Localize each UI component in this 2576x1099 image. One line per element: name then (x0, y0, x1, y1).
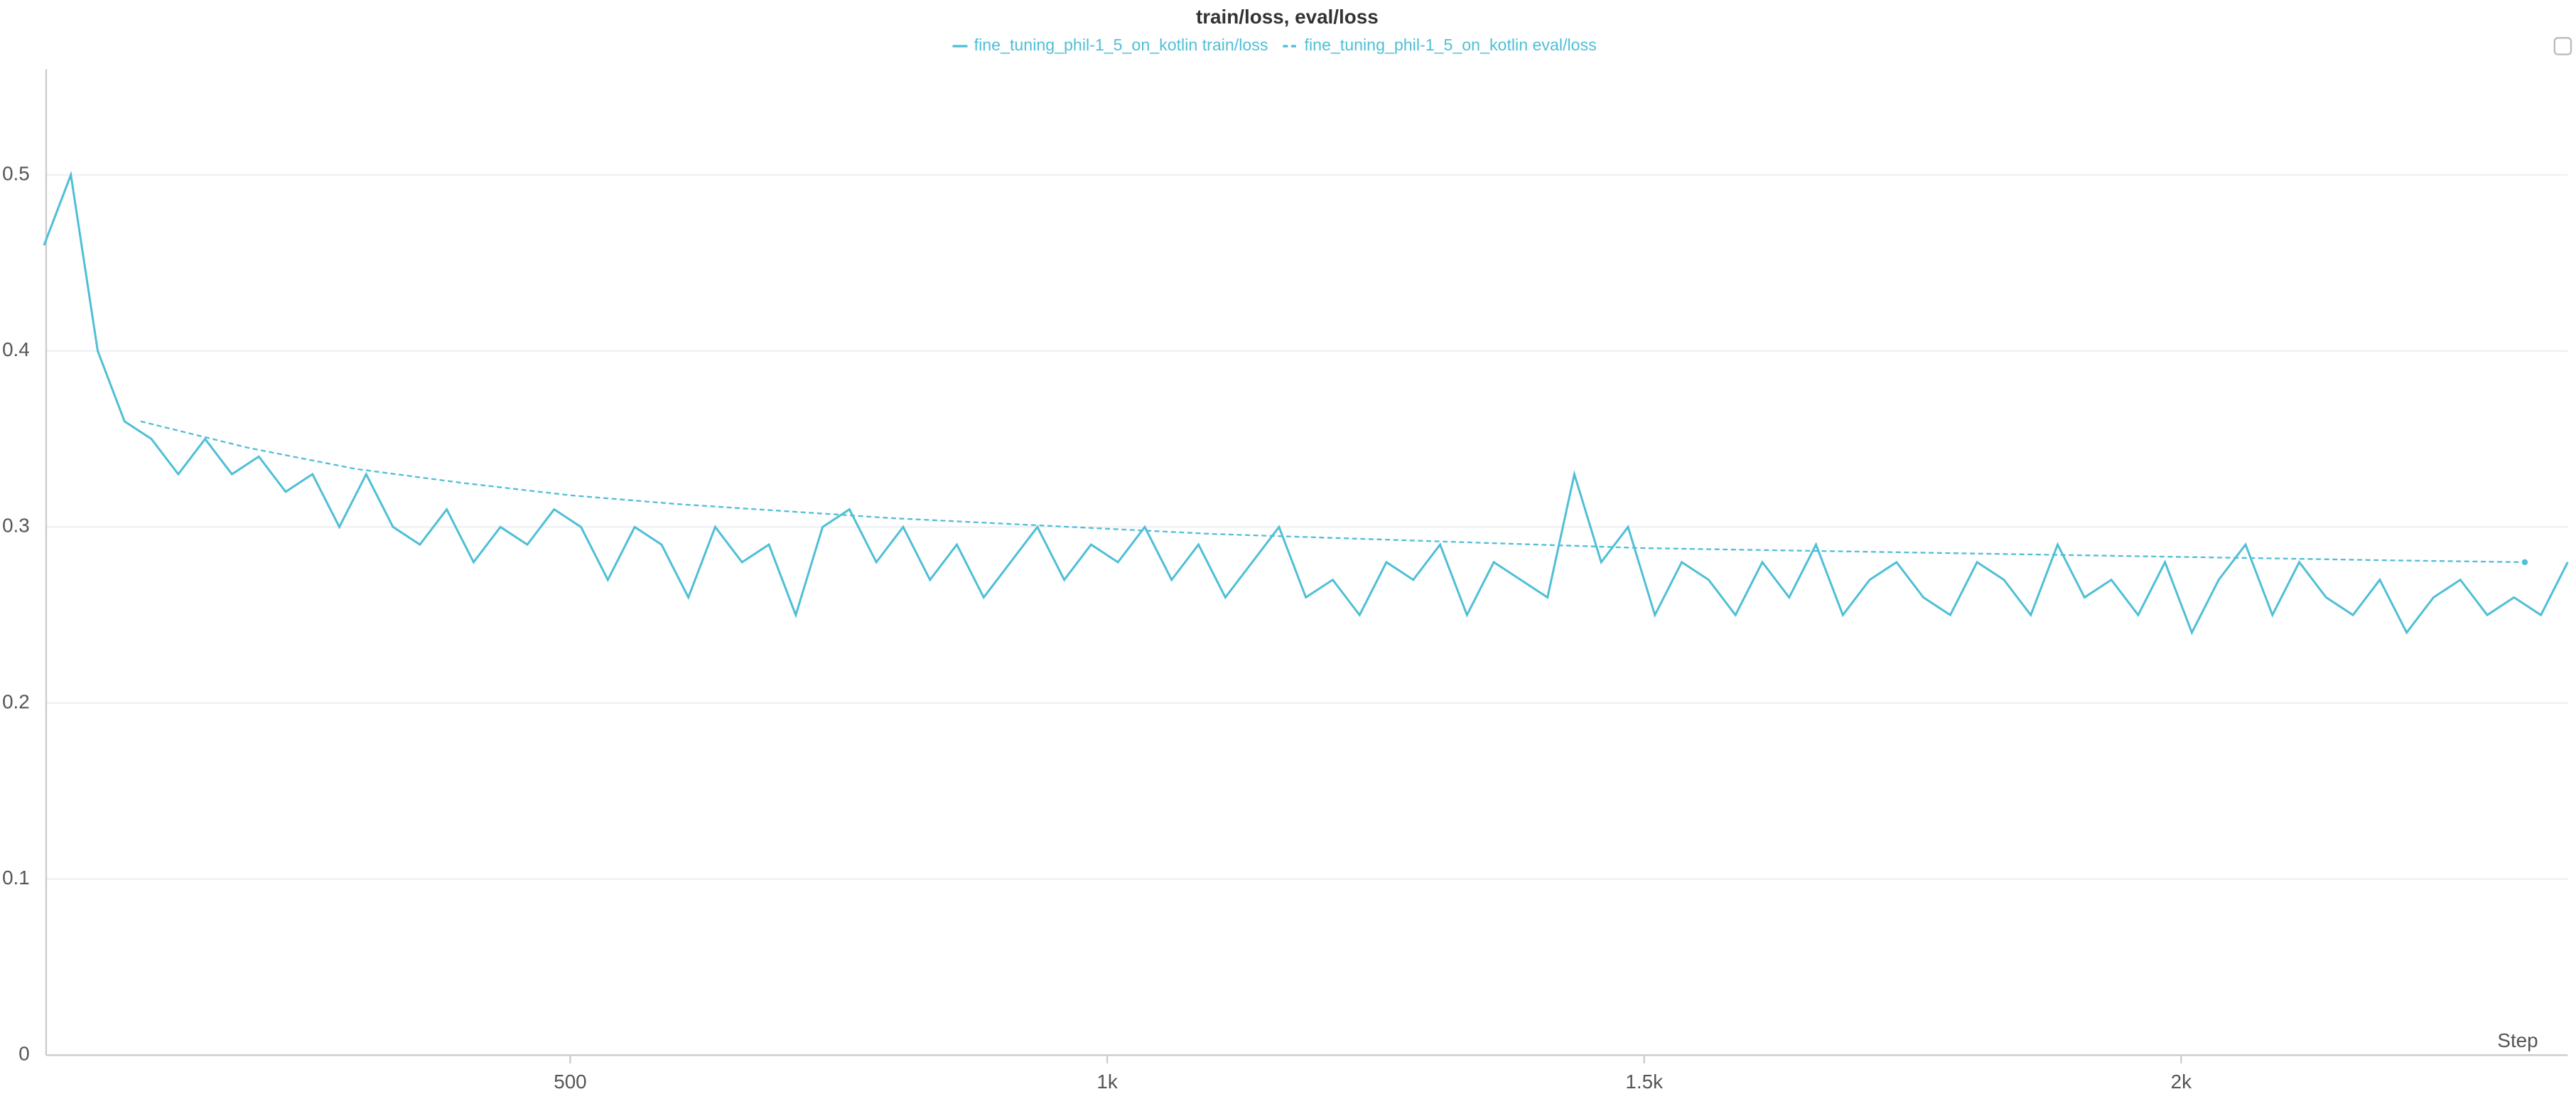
y-tick-label: 0.1 (2, 867, 30, 889)
end-point (2521, 559, 2528, 566)
legend-label: fine_tuning_phil-1_5_on_kotlin train/los… (974, 36, 1268, 54)
y-tick-label: 0.4 (2, 338, 30, 360)
menu-button[interactable] (2553, 37, 2572, 55)
series-line (140, 420, 2525, 564)
legend-label: fine_tuning_phil-1_5_on_kotlin eval/loss (1305, 36, 1597, 54)
chart-title: train/loss, eval/loss (1196, 6, 1379, 28)
x-tick-label: 2k (2171, 1071, 2192, 1093)
y-tick-label: 0.3 (2, 515, 30, 537)
x-tick-label: 1k (1096, 1071, 1117, 1093)
y-tick-label: 0 (18, 1043, 29, 1065)
y-tick-label: 0.5 (2, 162, 30, 184)
x-tick-label: 500 (554, 1071, 586, 1093)
x-tick-label: 1.5k (1625, 1071, 1663, 1093)
y-tick-label: 0.2 (2, 690, 30, 712)
series-line (43, 171, 2569, 636)
x-axis-label: Step (2497, 1029, 2538, 1051)
